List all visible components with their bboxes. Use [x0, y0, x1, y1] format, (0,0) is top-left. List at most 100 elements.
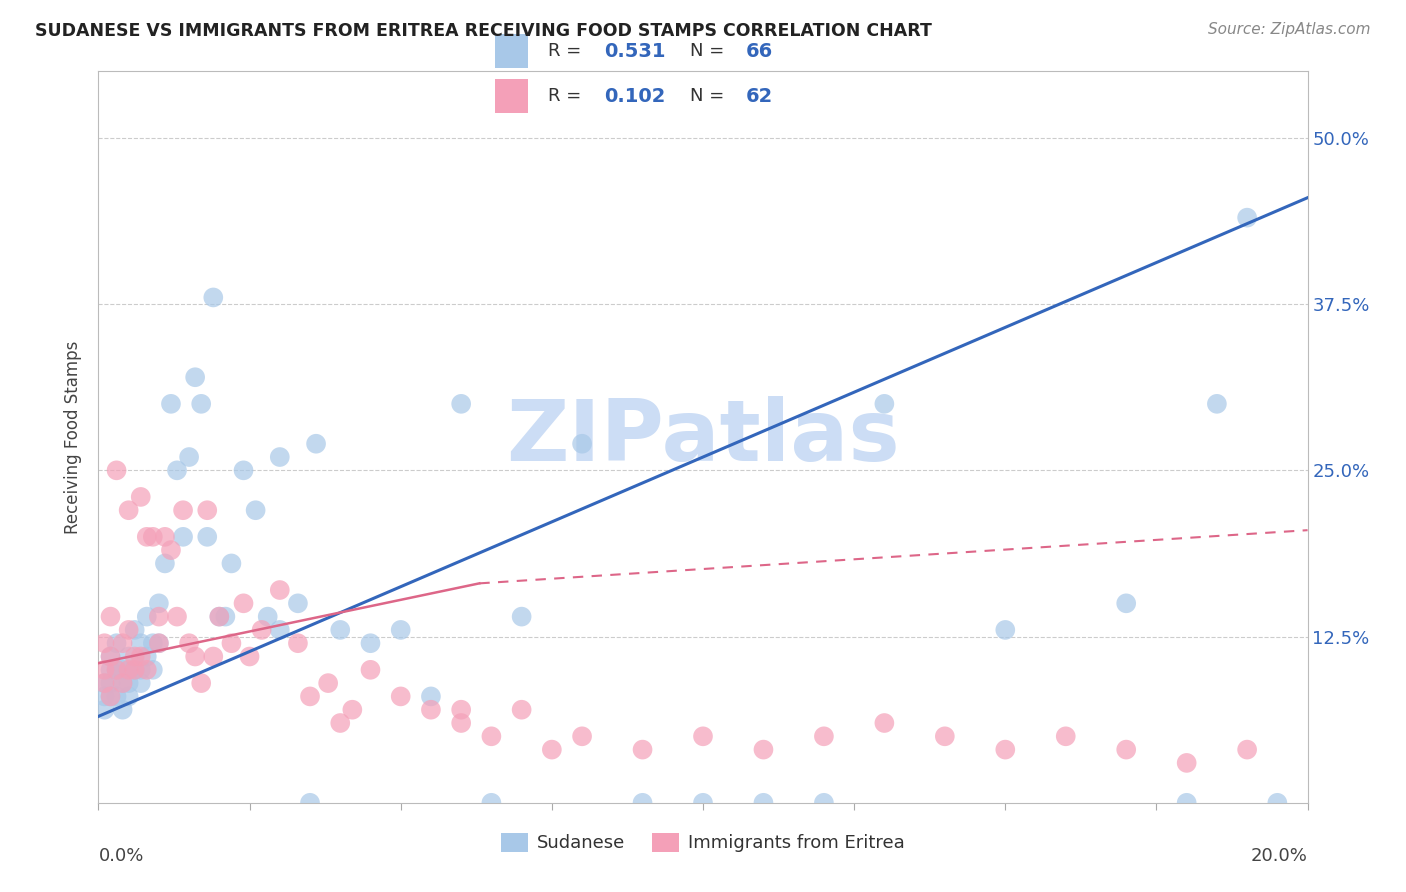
Point: [420, 703, 443, 717]
Point: [111, 663, 134, 677]
Point: [111, 636, 134, 650]
Point: [118, 663, 141, 677]
Point: [135, 649, 157, 664]
Point: [148, 596, 170, 610]
Point: [124, 623, 146, 637]
Point: [342, 703, 364, 717]
Point: [1236, 211, 1258, 225]
Point: [148, 636, 170, 650]
Point: [195, 503, 218, 517]
Point: [100, 690, 122, 704]
Point: [105, 690, 128, 704]
Point: [160, 397, 183, 411]
Point: [93, 676, 115, 690]
Point: [1267, 796, 1289, 810]
Point: [752, 742, 775, 756]
Point: [129, 649, 152, 664]
Point: [510, 609, 533, 624]
Text: 66: 66: [747, 42, 773, 61]
Point: [221, 636, 243, 650]
Point: [305, 436, 328, 450]
Point: [360, 663, 382, 677]
Bar: [495, 79, 529, 113]
Point: [994, 623, 1017, 637]
Point: [1206, 397, 1229, 411]
Point: [389, 690, 412, 704]
Point: [166, 463, 188, 477]
Point: [245, 503, 267, 517]
Point: [100, 649, 122, 664]
Point: [135, 663, 157, 677]
Point: [202, 290, 225, 304]
Point: [221, 557, 243, 571]
Point: [256, 609, 278, 624]
Point: [153, 557, 176, 571]
Point: [208, 609, 231, 624]
Point: [1175, 796, 1198, 810]
Point: [631, 742, 654, 756]
Point: [450, 716, 472, 731]
Point: [160, 543, 183, 558]
Point: [813, 729, 835, 743]
Point: [873, 716, 896, 731]
Point: [571, 436, 593, 450]
Point: [481, 729, 503, 743]
Point: [100, 690, 122, 704]
Point: [129, 676, 152, 690]
Point: [111, 676, 134, 690]
Point: [287, 596, 309, 610]
Point: [124, 663, 146, 677]
Point: [142, 663, 165, 677]
Point: [994, 742, 1017, 756]
Bar: [495, 34, 529, 68]
Point: [450, 703, 472, 717]
Text: N =: N =: [690, 87, 730, 105]
Point: [93, 703, 115, 717]
Point: [813, 796, 835, 810]
Point: [316, 676, 339, 690]
Text: R =: R =: [548, 42, 586, 60]
Point: [148, 636, 170, 650]
Point: [172, 530, 194, 544]
Point: [360, 636, 382, 650]
Point: [148, 609, 170, 624]
Point: [190, 397, 212, 411]
Point: [202, 649, 225, 664]
Text: 62: 62: [747, 87, 773, 105]
Text: N =: N =: [690, 42, 730, 60]
Point: [1175, 756, 1198, 770]
Point: [571, 729, 593, 743]
Point: [93, 690, 115, 704]
Point: [269, 450, 291, 464]
Point: [232, 463, 254, 477]
Point: [129, 490, 152, 504]
Point: [752, 796, 775, 810]
Point: [105, 636, 128, 650]
Point: [389, 623, 412, 637]
Point: [111, 676, 134, 690]
Text: SUDANESE VS IMMIGRANTS FROM ERITREA RECEIVING FOOD STAMPS CORRELATION CHART: SUDANESE VS IMMIGRANTS FROM ERITREA RECE…: [35, 22, 932, 40]
Legend: Sudanese, Immigrants from Eritrea: Sudanese, Immigrants from Eritrea: [494, 826, 912, 860]
Point: [142, 530, 165, 544]
Point: [540, 742, 562, 756]
Point: [118, 676, 141, 690]
Point: [1115, 596, 1137, 610]
Point: [124, 663, 146, 677]
Point: [135, 609, 157, 624]
Point: [329, 716, 352, 731]
Point: [124, 649, 146, 664]
Point: [105, 663, 128, 677]
Point: [118, 623, 141, 637]
Point: [190, 676, 212, 690]
Point: [420, 690, 443, 704]
Point: [179, 636, 201, 650]
Point: [232, 596, 254, 610]
Point: [184, 649, 207, 664]
Point: [195, 530, 218, 544]
Point: [105, 663, 128, 677]
Point: [269, 582, 291, 597]
Point: [111, 703, 134, 717]
Point: [100, 649, 122, 664]
Point: [510, 703, 533, 717]
Point: [172, 503, 194, 517]
